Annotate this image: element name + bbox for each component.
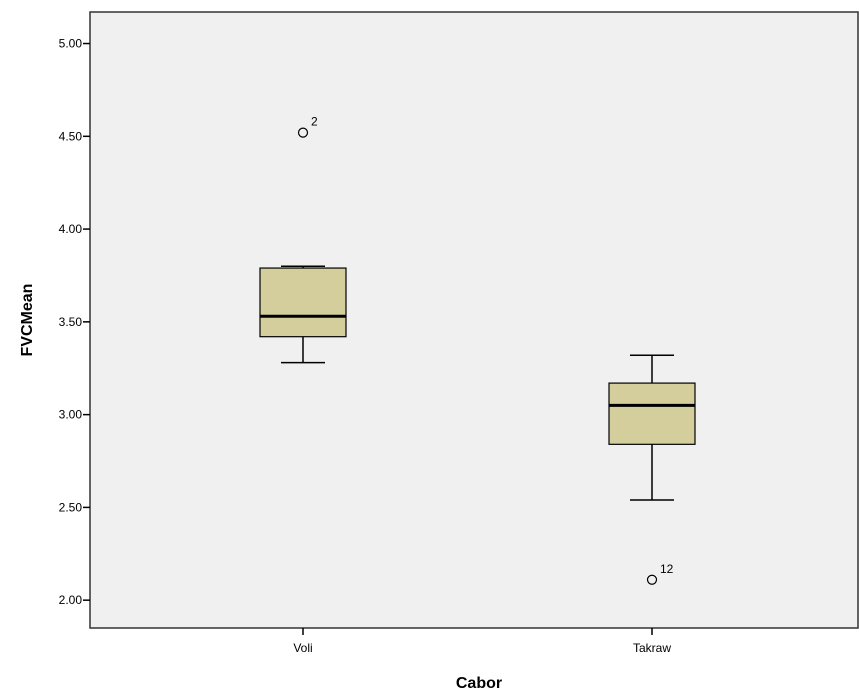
y-tick-label: 2.00 (59, 593, 83, 607)
boxes: 2 12 (259, 115, 696, 585)
outlier-point (297, 127, 309, 138)
x-tick-label: Takraw (633, 641, 671, 655)
y-tick-label: 4.00 (59, 222, 83, 236)
y-tick-label: 2.50 (59, 500, 83, 514)
y-tick-label: 3.50 (59, 315, 83, 329)
interquartile-box (608, 382, 696, 445)
outlier-label: 12 (660, 562, 674, 576)
outlier-label: 2 (311, 115, 318, 129)
y-axis-title: FVCMean (19, 284, 36, 357)
y-tick-label: 5.00 (59, 37, 83, 51)
interquartile-box (259, 267, 347, 338)
x-axis-title: Cabor (456, 675, 502, 692)
x-axis: Voli Takraw (293, 628, 671, 655)
y-tick-label: 4.50 (59, 129, 83, 143)
box-takraw: 12 (608, 354, 696, 585)
y-axis: 2.00 2.50 3.00 3.50 4.00 4.50 5.00 (59, 37, 90, 607)
plot-area (89, 11, 859, 629)
x-tick-label: Voli (293, 641, 312, 655)
box-voli: 2 (259, 115, 347, 364)
outlier-point (646, 574, 658, 585)
y-tick-label: 3.00 (59, 408, 83, 422)
